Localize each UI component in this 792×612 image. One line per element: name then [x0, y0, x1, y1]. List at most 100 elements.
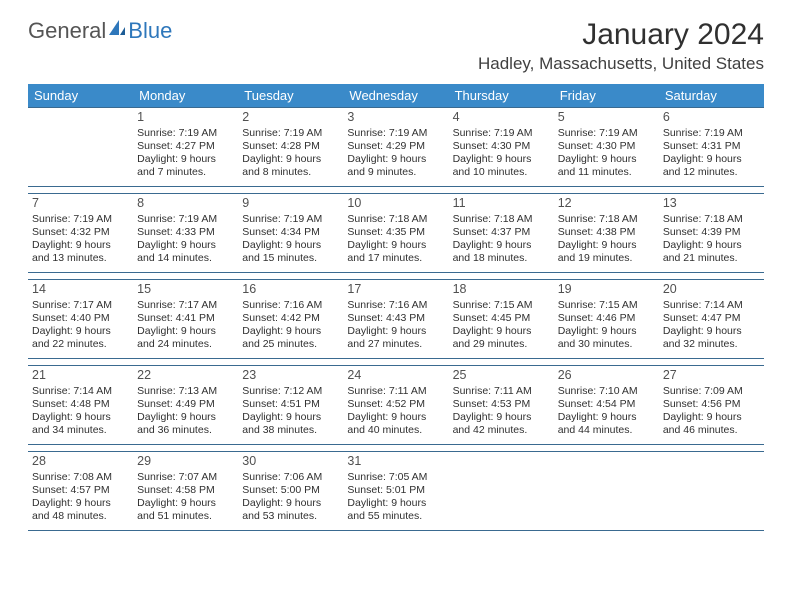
sunset-line: Sunset: 4:37 PM — [453, 226, 550, 239]
daylight-line: Daylight: 9 hours and 10 minutes. — [453, 153, 550, 179]
sunrise-line: Sunrise: 7:08 AM — [32, 471, 129, 484]
daylight-line: Daylight: 9 hours and 53 minutes. — [242, 497, 339, 523]
day-cell: 25Sunrise: 7:11 AMSunset: 4:53 PMDayligh… — [449, 366, 554, 444]
day-number: 29 — [137, 454, 234, 470]
day-number: 30 — [242, 454, 339, 470]
sunrise-line: Sunrise: 7:07 AM — [137, 471, 234, 484]
day-number: 22 — [137, 368, 234, 384]
sunset-line: Sunset: 4:31 PM — [663, 140, 760, 153]
daylight-line: Daylight: 9 hours and 42 minutes. — [453, 411, 550, 437]
day-cell: 7Sunrise: 7:19 AMSunset: 4:32 PMDaylight… — [28, 194, 133, 272]
sunset-line: Sunset: 4:35 PM — [347, 226, 444, 239]
sunset-line: Sunset: 4:29 PM — [347, 140, 444, 153]
sunrise-line: Sunrise: 7:13 AM — [137, 385, 234, 398]
daylight-line: Daylight: 9 hours and 11 minutes. — [558, 153, 655, 179]
weekday-header-cell: Saturday — [659, 84, 764, 107]
daylight-line: Daylight: 9 hours and 29 minutes. — [453, 325, 550, 351]
weekday-header-cell: Wednesday — [343, 84, 448, 107]
weekday-header-cell: Friday — [554, 84, 659, 107]
day-cell: 16Sunrise: 7:16 AMSunset: 4:42 PMDayligh… — [238, 280, 343, 358]
sunset-line: Sunset: 4:41 PM — [137, 312, 234, 325]
sunset-line: Sunset: 4:56 PM — [663, 398, 760, 411]
day-number: 11 — [453, 196, 550, 212]
week-row: 28Sunrise: 7:08 AMSunset: 4:57 PMDayligh… — [28, 451, 764, 531]
daylight-line: Daylight: 9 hours and 8 minutes. — [242, 153, 339, 179]
day-number: 27 — [663, 368, 760, 384]
calendar: SundayMondayTuesdayWednesdayThursdayFrid… — [28, 84, 764, 531]
daylight-line: Daylight: 9 hours and 22 minutes. — [32, 325, 129, 351]
week-row: 21Sunrise: 7:14 AMSunset: 4:48 PMDayligh… — [28, 365, 764, 445]
day-cell: 2Sunrise: 7:19 AMSunset: 4:28 PMDaylight… — [238, 108, 343, 186]
sunrise-line: Sunrise: 7:12 AM — [242, 385, 339, 398]
sunrise-line: Sunrise: 7:16 AM — [242, 299, 339, 312]
daylight-line: Daylight: 9 hours and 44 minutes. — [558, 411, 655, 437]
sunset-line: Sunset: 4:39 PM — [663, 226, 760, 239]
day-cell: 15Sunrise: 7:17 AMSunset: 4:41 PMDayligh… — [133, 280, 238, 358]
sunrise-line: Sunrise: 7:19 AM — [137, 127, 234, 140]
day-cell: 22Sunrise: 7:13 AMSunset: 4:49 PMDayligh… — [133, 366, 238, 444]
day-cell — [449, 452, 554, 530]
day-number: 28 — [32, 454, 129, 470]
day-cell: 27Sunrise: 7:09 AMSunset: 4:56 PMDayligh… — [659, 366, 764, 444]
day-number: 4 — [453, 110, 550, 126]
sunset-line: Sunset: 4:43 PM — [347, 312, 444, 325]
header: General Blue January 2024 Hadley, Massac… — [28, 18, 764, 74]
day-number: 8 — [137, 196, 234, 212]
sunrise-line: Sunrise: 7:15 AM — [558, 299, 655, 312]
daylight-line: Daylight: 9 hours and 55 minutes. — [347, 497, 444, 523]
day-number: 5 — [558, 110, 655, 126]
sunset-line: Sunset: 4:48 PM — [32, 398, 129, 411]
day-number: 21 — [32, 368, 129, 384]
day-cell: 4Sunrise: 7:19 AMSunset: 4:30 PMDaylight… — [449, 108, 554, 186]
daylight-line: Daylight: 9 hours and 17 minutes. — [347, 239, 444, 265]
sunrise-line: Sunrise: 7:18 AM — [453, 213, 550, 226]
sunset-line: Sunset: 4:34 PM — [242, 226, 339, 239]
sunset-line: Sunset: 4:38 PM — [558, 226, 655, 239]
daylight-line: Daylight: 9 hours and 7 minutes. — [137, 153, 234, 179]
month-title: January 2024 — [478, 18, 764, 52]
day-cell: 14Sunrise: 7:17 AMSunset: 4:40 PMDayligh… — [28, 280, 133, 358]
day-cell: 29Sunrise: 7:07 AMSunset: 4:58 PMDayligh… — [133, 452, 238, 530]
weekday-header-cell: Sunday — [28, 84, 133, 107]
day-number: 26 — [558, 368, 655, 384]
sunset-line: Sunset: 4:58 PM — [137, 484, 234, 497]
sunrise-line: Sunrise: 7:19 AM — [242, 127, 339, 140]
day-number: 15 — [137, 282, 234, 298]
sunset-line: Sunset: 4:46 PM — [558, 312, 655, 325]
daylight-line: Daylight: 9 hours and 48 minutes. — [32, 497, 129, 523]
daylight-line: Daylight: 9 hours and 40 minutes. — [347, 411, 444, 437]
day-cell: 5Sunrise: 7:19 AMSunset: 4:30 PMDaylight… — [554, 108, 659, 186]
sunrise-line: Sunrise: 7:18 AM — [347, 213, 444, 226]
day-cell: 12Sunrise: 7:18 AMSunset: 4:38 PMDayligh… — [554, 194, 659, 272]
daylight-line: Daylight: 9 hours and 13 minutes. — [32, 239, 129, 265]
day-number: 23 — [242, 368, 339, 384]
day-number: 10 — [347, 196, 444, 212]
day-cell — [554, 452, 659, 530]
daylight-line: Daylight: 9 hours and 51 minutes. — [137, 497, 234, 523]
daylight-line: Daylight: 9 hours and 9 minutes. — [347, 153, 444, 179]
day-number: 25 — [453, 368, 550, 384]
daylight-line: Daylight: 9 hours and 38 minutes. — [242, 411, 339, 437]
day-number: 7 — [32, 196, 129, 212]
day-cell: 1Sunrise: 7:19 AMSunset: 4:27 PMDaylight… — [133, 108, 238, 186]
day-cell: 18Sunrise: 7:15 AMSunset: 4:45 PMDayligh… — [449, 280, 554, 358]
day-cell: 13Sunrise: 7:18 AMSunset: 4:39 PMDayligh… — [659, 194, 764, 272]
sunset-line: Sunset: 4:27 PM — [137, 140, 234, 153]
sunrise-line: Sunrise: 7:19 AM — [137, 213, 234, 226]
logo-text-general: General — [28, 18, 106, 44]
daylight-line: Daylight: 9 hours and 27 minutes. — [347, 325, 444, 351]
sunrise-line: Sunrise: 7:11 AM — [453, 385, 550, 398]
daylight-line: Daylight: 9 hours and 15 minutes. — [242, 239, 339, 265]
weekday-header-row: SundayMondayTuesdayWednesdayThursdayFrid… — [28, 84, 764, 107]
sunset-line: Sunset: 4:53 PM — [453, 398, 550, 411]
sunrise-line: Sunrise: 7:15 AM — [453, 299, 550, 312]
logo-sail-icon — [107, 18, 127, 44]
sunset-line: Sunset: 4:40 PM — [32, 312, 129, 325]
sunset-line: Sunset: 4:30 PM — [558, 140, 655, 153]
week-row: 7Sunrise: 7:19 AMSunset: 4:32 PMDaylight… — [28, 193, 764, 273]
day-number: 12 — [558, 196, 655, 212]
day-number: 31 — [347, 454, 444, 470]
daylight-line: Daylight: 9 hours and 14 minutes. — [137, 239, 234, 265]
week-row: 1Sunrise: 7:19 AMSunset: 4:27 PMDaylight… — [28, 107, 764, 187]
day-number: 18 — [453, 282, 550, 298]
